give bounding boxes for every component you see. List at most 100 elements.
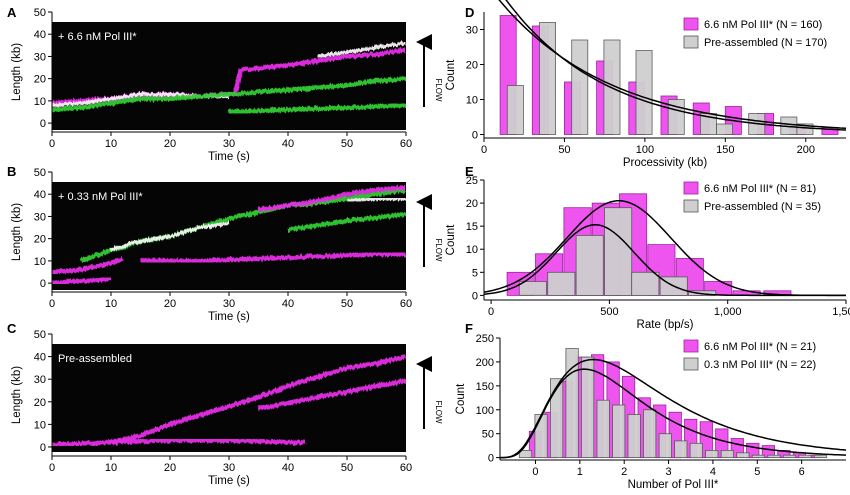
histogram-bar-gray (550, 378, 564, 459)
kymograph-trace-white (346, 196, 406, 203)
kymograph-traces (52, 185, 406, 286)
y-tick-label: 0 (40, 118, 46, 130)
y-tick-label: 20 (34, 74, 46, 86)
histogram-bar-gray (612, 404, 626, 458)
y-tick-label: 100 (476, 405, 494, 417)
x-tick-label: 20 (164, 138, 176, 150)
y-tick-label: 40 (34, 352, 46, 364)
y-tick-label: 0 (488, 453, 494, 465)
y-tick-label: 30 (34, 211, 46, 223)
histogram-bar-gray (596, 399, 610, 459)
kymograph-trace-magenta (52, 437, 306, 447)
kymograph-trace-green (287, 211, 406, 233)
kymograph-condition-label: Pre-assembled (58, 353, 132, 365)
y-tick-label: 50 (34, 329, 46, 341)
y-tick-label: 200 (476, 357, 494, 369)
x-tick-label: 30 (223, 462, 235, 474)
x-tick-label: 60 (400, 138, 412, 150)
y-tick-label: 20 (34, 234, 46, 246)
y-tick-label: 50 (34, 7, 46, 19)
x-tick-label: 30 (223, 138, 235, 150)
y-tick-label: 150 (476, 381, 494, 393)
y-tick-label: 30 (34, 374, 46, 386)
y-tick-label: 15 (466, 221, 478, 233)
histogram-bar-gray (581, 356, 595, 459)
legend-entry: 6.6 nM Pol III* (N = 160) (704, 19, 822, 31)
y-axis-title: Count (455, 383, 467, 414)
legend-swatch-magenta (683, 181, 699, 195)
x-axis-title: Processivity (kb) (623, 157, 708, 169)
fit-curve (505, 0, 847, 131)
kymograph-trace-magenta (140, 251, 406, 264)
x-tick-label: 40 (282, 298, 294, 310)
panel-C: C Pre-assembled 0 10 20 30 40 50 0 10 20 30 40 50 60 Ti… (7, 321, 443, 487)
y-tick-label: 10 (34, 96, 46, 108)
flow-label: FLOW (434, 238, 443, 262)
x-tick-label: 0 (49, 138, 55, 150)
panel-letter: B (7, 164, 16, 179)
histogram-bar-gray (575, 234, 604, 296)
panel-letter: E (465, 164, 474, 179)
y-tick-label: 20 (34, 397, 46, 409)
legend-entry: 0.3 nM Pol III* (N = 22) (704, 359, 816, 371)
flow-label: FLOW (434, 78, 443, 102)
y-tick-label: 50 (34, 167, 46, 179)
fit-curve (500, 368, 847, 459)
y-axis-title: Length (kb) (11, 43, 23, 101)
x-tick-label: 500 (600, 306, 618, 318)
histogram-bar-gray (627, 414, 641, 458)
histogram-bar-gray (658, 433, 672, 459)
fit-curve (483, 224, 846, 297)
x-tick-label: 1,500 (832, 306, 850, 318)
histogram-bar-gray (631, 271, 660, 296)
panel-E: E 0 5 10 15 20 25 0 500 1,000 1,500 Rate (bp/s) Coun… (445, 164, 850, 331)
x-axis-title: Time (s) (208, 311, 250, 323)
x-tick-label: 5 (754, 466, 760, 478)
kymograph-trace-white (317, 41, 406, 59)
histogram-bar-gray (674, 440, 688, 458)
y-tick-label: 10 (34, 256, 46, 268)
histogram-bar-gray (782, 454, 797, 459)
panel-F: F 0 50 100 150 200 250 0 1 2 3 4 5 6 Number of Pol III… (455, 321, 847, 491)
x-tick-label: 60 (400, 462, 412, 474)
kymograph-condition-label: + 0.33 nM Pol III* (58, 191, 143, 203)
kymograph-trace-magenta (258, 379, 406, 411)
histogram-bar-gray (518, 281, 547, 296)
x-tick-label: 30 (223, 298, 235, 310)
y-tick-label: 50 (482, 429, 494, 441)
histogram-bar-gray (518, 449, 533, 458)
fit-curve (500, 358, 847, 459)
y-tick-label: 10 (466, 244, 478, 256)
y-tick-label: 30 (34, 51, 46, 63)
x-tick-label: 2 (621, 466, 627, 478)
histogram-bar-gray (689, 442, 703, 459)
kymograph-traces (52, 354, 406, 447)
kymograph-trace-magenta (52, 256, 124, 275)
legend-entry: Pre-assembled (N = 170) (704, 37, 827, 49)
kymograph-trace-green (228, 103, 406, 115)
x-tick-label: 60 (400, 298, 412, 310)
x-tick-label: 50 (341, 298, 353, 310)
histogram-bar-gray (506, 85, 524, 135)
histogram-bar-gray (539, 22, 557, 135)
legend-entry: 6.6 nM Pol III* (N = 21) (704, 341, 816, 353)
legend: 6.6 nM Pol III* (N = 21) 0.3 nM Pol III* … (683, 339, 816, 371)
x-tick-label: 50 (341, 138, 353, 150)
x-tick-label: 20 (164, 462, 176, 474)
histogram-bar-gray (571, 39, 589, 135)
x-tick-label: 40 (282, 138, 294, 150)
histogram-bar-gray (798, 454, 812, 459)
histogram-bar-gray (813, 454, 828, 459)
kymograph-image (52, 344, 406, 452)
kymograph-trace-magenta (110, 354, 406, 445)
histogram-bar-gray (635, 50, 653, 135)
x-tick-label: 20 (164, 298, 176, 310)
legend-swatch-gray (683, 357, 699, 371)
x-tick-label: 1 (577, 466, 583, 478)
x-tick-label: 0 (49, 298, 55, 310)
x-tick-label: 150 (716, 144, 734, 156)
x-axis-title: Time (s) (208, 151, 250, 163)
x-axis-title: Time (s) (208, 475, 250, 487)
